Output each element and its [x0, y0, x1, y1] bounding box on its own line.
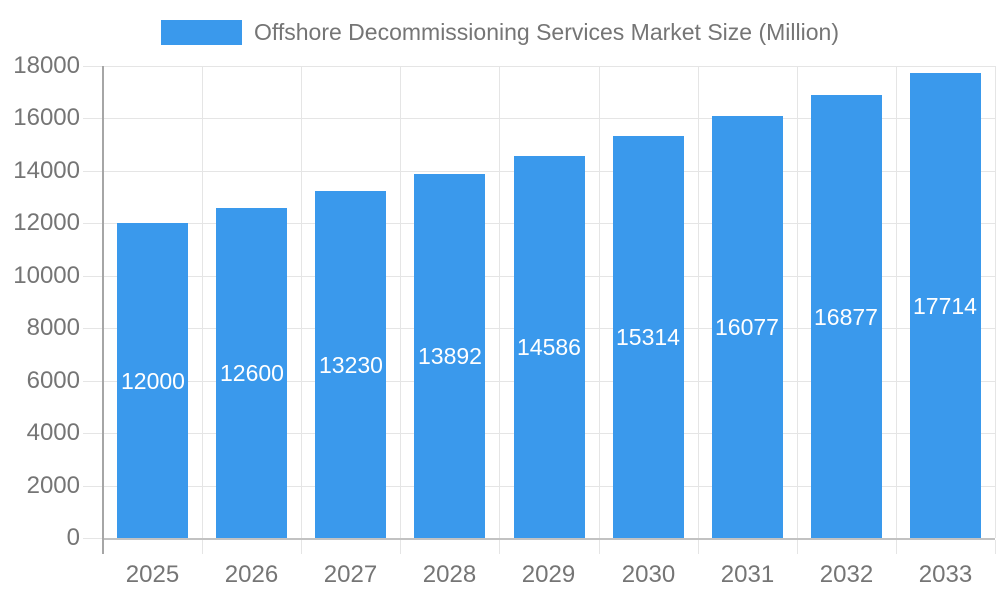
y-axis-line: [102, 66, 104, 554]
y-axis-tick: [83, 538, 103, 539]
bar-2025[interactable]: [117, 223, 188, 538]
bar-value-label: 15314: [616, 324, 680, 350]
y-axis-label: 16000: [13, 104, 80, 131]
y-axis-label: 2000: [26, 472, 80, 499]
gridline-horizontal: [103, 66, 995, 67]
x-axis-tick: [499, 540, 500, 554]
gridline-vertical: [896, 66, 897, 538]
x-axis-label: 2030: [621, 561, 676, 588]
bar-2027[interactable]: [315, 191, 386, 538]
gridline-vertical: [599, 66, 600, 538]
y-axis-label: 10000: [13, 262, 80, 289]
y-axis-tick: [83, 171, 103, 172]
legend-swatch: [161, 19, 242, 45]
y-axis-tick: [83, 66, 103, 67]
bar-value-label: 12600: [220, 360, 284, 386]
y-axis-label: 12000: [13, 209, 80, 236]
x-axis-label: 2028: [422, 561, 477, 588]
x-axis-line: [103, 538, 995, 540]
bar-2032[interactable]: [811, 95, 882, 538]
x-axis-label: 2025: [125, 561, 180, 588]
x-axis-tick: [797, 540, 798, 554]
gridline-vertical: [995, 66, 996, 538]
bar-value-label: 17714: [913, 293, 977, 319]
x-axis-label: 2029: [521, 561, 576, 588]
gridline-vertical: [499, 66, 500, 538]
x-axis-tick: [400, 540, 401, 554]
y-axis-tick: [83, 223, 103, 224]
y-axis-label: 0: [66, 524, 80, 551]
y-axis-label: 14000: [13, 157, 80, 184]
y-axis-tick: [83, 276, 103, 277]
x-axis-label: 2031: [720, 561, 775, 588]
x-axis-label: 2033: [918, 561, 973, 588]
bar-2028[interactable]: [414, 174, 485, 538]
y-axis-tick: [83, 381, 103, 382]
y-axis-tick: [83, 433, 103, 434]
x-axis-tick: [995, 540, 996, 554]
x-axis-tick: [599, 540, 600, 554]
x-axis-label: 2027: [323, 561, 378, 588]
x-axis-label: 2026: [224, 561, 279, 588]
bar-2026[interactable]: [216, 208, 287, 538]
x-axis-tick: [301, 540, 302, 554]
y-axis-label: 4000: [26, 419, 80, 446]
gridline-vertical: [797, 66, 798, 538]
bar-value-label: 13892: [418, 343, 482, 369]
gridline-vertical: [301, 66, 302, 538]
gridline-horizontal: [103, 118, 995, 119]
y-axis-tick: [83, 486, 103, 487]
y-axis-tick: [83, 328, 103, 329]
legend[interactable]: Offshore Decommissioning Services Market…: [0, 13, 1000, 51]
bar-2031[interactable]: [712, 116, 783, 538]
gridline-vertical: [698, 66, 699, 538]
y-axis-label: 6000: [26, 367, 80, 394]
gridline-vertical: [202, 66, 203, 538]
bar-value-label: 16877: [814, 304, 878, 330]
x-axis-label: 2032: [819, 561, 874, 588]
y-axis-label: 18000: [13, 52, 80, 79]
x-axis-tick: [698, 540, 699, 554]
bar-value-label: 13230: [319, 352, 383, 378]
gridline-vertical: [400, 66, 401, 538]
bar-value-label: 14586: [517, 334, 581, 360]
bar-2030[interactable]: [613, 136, 684, 538]
y-axis-tick: [83, 118, 103, 119]
bar-value-label: 12000: [121, 368, 185, 394]
bar-2033[interactable]: [910, 73, 981, 538]
x-axis-tick: [896, 540, 897, 554]
y-axis-label: 8000: [26, 314, 80, 341]
bar-value-label: 16077: [715, 314, 779, 340]
bar-2029[interactable]: [514, 156, 585, 538]
legend-label: Offshore Decommissioning Services Market…: [254, 18, 839, 45]
x-axis-tick: [202, 540, 203, 554]
